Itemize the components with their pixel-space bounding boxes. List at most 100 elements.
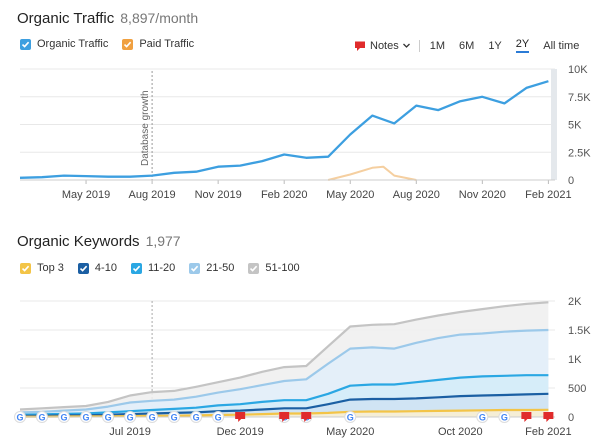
notes-dropdown[interactable]: Notes — [354, 40, 411, 52]
x-tick-label: Aug 2020 — [393, 189, 440, 201]
google-update-icon: G — [80, 411, 93, 423]
x-tick-label: Nov 2019 — [195, 189, 242, 201]
google-update-icon: G — [190, 411, 203, 423]
traffic-chart: 0 2.5K 5K 7.5K 10K Database growth May 2019 Aug… — [19, 64, 591, 201]
x-tick-label: Feb 2021 — [525, 189, 571, 201]
y-tick-label: 1.5K — [568, 325, 591, 337]
legend-label: 51-100 — [265, 262, 300, 274]
period-2y[interactable]: 2Y — [515, 38, 530, 53]
google-icon-bg — [146, 411, 159, 423]
notes-label: Notes — [370, 39, 399, 52]
google-icon-glyph: G — [193, 413, 200, 423]
google-update-icon: G — [14, 411, 26, 423]
keywords-legend: Top 3 4-10 11-20 21-50 51-100 — [20, 262, 314, 274]
y-tick-label: 10K — [568, 64, 588, 76]
legend-label: Organic Traffic — [37, 38, 109, 50]
x-tick-label: Jul 2019 — [109, 426, 151, 438]
x-tick-label: Oct 2020 — [438, 426, 483, 438]
x-tick-label: Aug 2019 — [129, 189, 176, 201]
legend-label: 11-20 — [147, 262, 176, 274]
period-1y[interactable]: 1Y — [488, 39, 502, 52]
google-icon-bg — [124, 411, 137, 423]
series-line-51-100 — [19, 301, 549, 411]
legend-organic-traffic[interactable]: Organic Traffic — [20, 38, 108, 50]
x-tick-label: Dec 2019 — [217, 426, 264, 438]
google-icon-bg — [36, 411, 49, 423]
y-tick-label: 0 — [568, 175, 574, 187]
y-tick-label: 2.5K — [568, 147, 591, 159]
google-update-icon: G — [102, 411, 115, 423]
y-tick-label: 7.5K — [568, 92, 591, 104]
google-icon-glyph: G — [83, 413, 90, 423]
keywords-title-row: Organic Keywords 1,977 — [17, 233, 181, 250]
google-icon-glyph: G — [105, 413, 112, 423]
legend-label: 21-50 — [206, 262, 235, 274]
y-tick-label: 1K — [568, 354, 582, 366]
legend-paid-traffic[interactable]: Paid Traffic — [122, 38, 194, 50]
x-tick-label: Nov 2020 — [459, 189, 506, 201]
google-icon-glyph: G — [149, 413, 156, 423]
traffic-legend: Organic Traffic Paid Traffic — [20, 38, 208, 50]
checkbox-checked-icon[interactable] — [248, 262, 260, 274]
legend-label: 4-10 — [94, 262, 117, 274]
x-tick-label: Feb 2021 — [525, 426, 571, 438]
google-update-icon: G — [476, 411, 489, 423]
series-line-paid-traffic — [327, 165, 417, 181]
x-tick-label: Feb 2020 — [261, 189, 307, 201]
legend-51-100[interactable]: 51-100 — [248, 262, 300, 274]
google-icon-glyph: G — [16, 413, 23, 423]
keywords-value: 1,977 — [145, 233, 181, 249]
divider — [418, 39, 420, 52]
google-icon-bg — [212, 411, 225, 423]
google-update-icon: G — [36, 411, 49, 423]
checkbox-checked-icon[interactable] — [20, 38, 31, 50]
google-icon-bg — [58, 411, 71, 423]
google-icon-glyph: G — [215, 413, 222, 423]
x-tick-label: May 2020 — [326, 189, 374, 201]
legend-11-20[interactable]: 11-20 — [130, 262, 176, 274]
google-icon-bg — [190, 411, 203, 423]
note-icon — [521, 412, 532, 422]
legend-21-50[interactable]: 21-50 — [189, 262, 234, 274]
x-tick-label: May 2019 — [62, 189, 110, 201]
y-tick-label: 2K — [568, 296, 582, 308]
google-update-icon: G — [124, 411, 137, 423]
note-icon — [279, 412, 290, 422]
checkbox-checked-icon[interactable] — [189, 262, 201, 274]
google-update-icon: G — [168, 411, 181, 423]
note-icon — [543, 412, 554, 422]
note-icon — [235, 412, 246, 422]
google-update-icon: G — [498, 411, 511, 423]
google-icon-glyph: G — [347, 413, 354, 423]
checkbox-checked-icon[interactable] — [130, 262, 142, 274]
period-all-time[interactable]: All time — [543, 39, 580, 52]
google-icon-glyph: G — [479, 413, 486, 423]
google-icon-bg — [168, 411, 181, 423]
google-icon-bg — [80, 411, 93, 423]
checkbox-checked-icon[interactable] — [77, 262, 89, 274]
google-icon-glyph: G — [127, 413, 134, 423]
traffic-title: Organic Traffic — [17, 10, 115, 27]
google-icon-bg — [498, 411, 511, 423]
checkbox-checked-icon[interactable] — [20, 262, 31, 274]
google-icon-glyph: G — [61, 413, 68, 423]
google-update-icon: G — [344, 411, 357, 423]
google-update-icon: G — [146, 411, 159, 423]
annotation-label: Database growth — [140, 90, 151, 166]
keywords-title: Organic Keywords — [17, 233, 140, 250]
legend-label: Top 3 — [37, 262, 64, 274]
period-6m[interactable]: 6M — [459, 39, 475, 52]
legend-top-3[interactable]: Top 3 — [20, 262, 64, 274]
legend-label: Paid Traffic — [139, 38, 195, 50]
traffic-title-row: Organic Traffic 8,897/month — [17, 10, 198, 27]
google-icon-bg — [14, 411, 26, 423]
legend-4-10[interactable]: 4-10 — [77, 262, 117, 274]
google-icon-glyph: G — [171, 413, 178, 423]
chevron-down-icon — [402, 43, 410, 48]
x-tick-label: May 2020 — [326, 426, 374, 438]
period-1m[interactable]: 1M — [429, 39, 446, 52]
traffic-controls: Notes 1M 6M 1Y 2Y All time — [354, 38, 579, 53]
series-line-organic-traffic — [19, 80, 549, 179]
checkbox-checked-icon[interactable] — [122, 38, 134, 50]
current-period-strip — [551, 69, 557, 180]
